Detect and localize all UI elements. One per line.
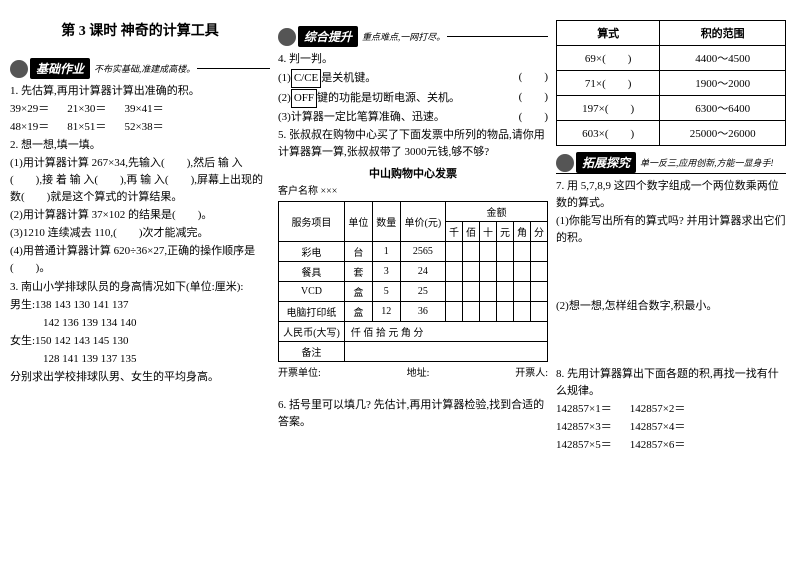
q3-m: 男生:138 143 130 141 137: [10, 297, 270, 314]
table-row: 197×( )6300～6400: [557, 96, 786, 121]
receipt-table: 服务项目 单位 数量 单价(元) 金额 千佰十元角分 彩电台12565 餐具套3…: [278, 201, 548, 362]
receipt-title: 中山购物中心发票: [278, 166, 548, 183]
q1-head: 1. 先估算,再用计算器计算出准确的积。: [10, 83, 270, 100]
table-row: 69×( )4400～4500: [557, 46, 786, 71]
mascot-icon: [556, 154, 574, 172]
banner-ext: 拓展探究 单一反三,应用创新,方能一显身手!: [556, 152, 786, 173]
banner-sub: 单一反三,应用创新,方能一显身手!: [640, 156, 774, 169]
q7-1: (1)你能写出所有的算式吗? 并用计算器求出它们的积。: [556, 213, 786, 247]
q3-f: 女生:150 142 143 145 130: [10, 333, 270, 350]
banner-sub: 不布实基础,准建成高楼。: [94, 62, 195, 75]
q8-r2: 142857×3＝142857×4＝: [556, 419, 786, 436]
q2-2: (2)用计算器计算 37×102 的结果是( )。: [10, 207, 270, 224]
lesson-title: 第 3 课时 神奇的计算工具: [10, 20, 270, 40]
q4-2: (2)OFF键的功能是切断电源、关机。( ): [278, 89, 548, 108]
q1-row2: 48×19＝81×51＝52×38＝: [10, 119, 270, 136]
q4-3: (3)计算器一定比笔算准确、迅速。( ): [278, 109, 548, 126]
q2-4: (4)用普通计算器计算 620÷36×27,正确的操作顺序是( )。: [10, 243, 270, 277]
mascot-icon: [278, 28, 296, 46]
table-row: 人民币(大写)仟 佰 拾 元 角 分: [279, 321, 548, 341]
q7-2: (2)想一想,怎样组合数字,积最小。: [556, 298, 786, 315]
receipt-footer: 开票单位:地址:开票人:: [278, 364, 548, 379]
q3-ask: 分别求出学校排球队男、女生的平均身高。: [10, 369, 270, 386]
banner-label: 基础作业: [30, 58, 90, 79]
banner-label: 综合提升: [298, 26, 358, 47]
table-row: 彩电台12565: [279, 241, 548, 261]
table-row: 603×( )25000～26000: [557, 121, 786, 146]
q1-row1: 39×29＝21×30＝39×41＝: [10, 101, 270, 118]
banner-sub: 重点难点,一网打尽。: [362, 30, 445, 43]
mascot-icon: [10, 60, 28, 78]
banner-label: 拓展探究: [576, 152, 636, 173]
q3-m2: 142 136 139 134 140: [10, 315, 270, 332]
q3-head: 3. 南山小学排球队员的身高情况如下(单位:厘米):: [10, 279, 270, 296]
receipt-customer: 客户名称 ×××: [278, 184, 548, 200]
q2-3: (3)1210 连续减去 110,( )次才能减完。: [10, 225, 270, 242]
q3-f2: 128 141 139 137 135: [10, 351, 270, 368]
table-row: 电脑打印纸盒1236: [279, 301, 548, 321]
table-row: 餐具套324: [279, 261, 548, 281]
q7: 7. 用 5,7,8,9 这四个数字组成一个两位数乘两位数的算式。: [556, 178, 786, 212]
q6: 6. 括号里可以填几? 先估计,再用计算器检验,找到合适的答案。: [278, 397, 548, 431]
table-row: 71×( )1900～2000: [557, 71, 786, 96]
q8-r3: 142857×5＝142857×6＝: [556, 437, 786, 454]
range-table: 算式积的范围 69×( )4400～4500 71×( )1900～2000 1…: [556, 20, 786, 146]
banner-basic: 基础作业 不布实基础,准建成高楼。: [10, 58, 270, 79]
q5: 5. 张叔叔在购物中心买了下面发票中所列的物品,请你用计算器算一算,张叔叔带了 …: [278, 127, 548, 161]
q8-r1: 142857×1＝142857×2＝: [556, 401, 786, 418]
table-row: 备注: [279, 341, 548, 361]
table-row: VCD盒525: [279, 281, 548, 301]
q2-1: (1)用计算器计算 267×34,先输入( ),然后 输 入( ),接 着 输 …: [10, 155, 270, 206]
q8: 8. 先用计算器算出下面各题的积,再找一找有什么规律。: [556, 366, 786, 400]
q2-head: 2. 想一想,填一填。: [10, 137, 270, 154]
q4-1: (1)C/CE是关机键。( ): [278, 69, 548, 88]
q4-head: 4. 判一判。: [278, 51, 548, 68]
banner-comp: 综合提升 重点难点,一网打尽。: [278, 26, 548, 47]
